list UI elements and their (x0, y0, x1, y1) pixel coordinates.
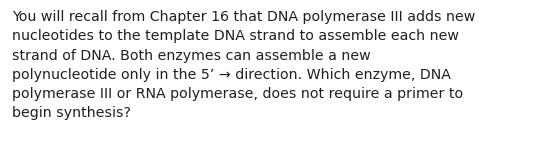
Text: You will recall from Chapter 16 that DNA polymerase III adds new
nucleotides to : You will recall from Chapter 16 that DNA… (12, 10, 475, 120)
